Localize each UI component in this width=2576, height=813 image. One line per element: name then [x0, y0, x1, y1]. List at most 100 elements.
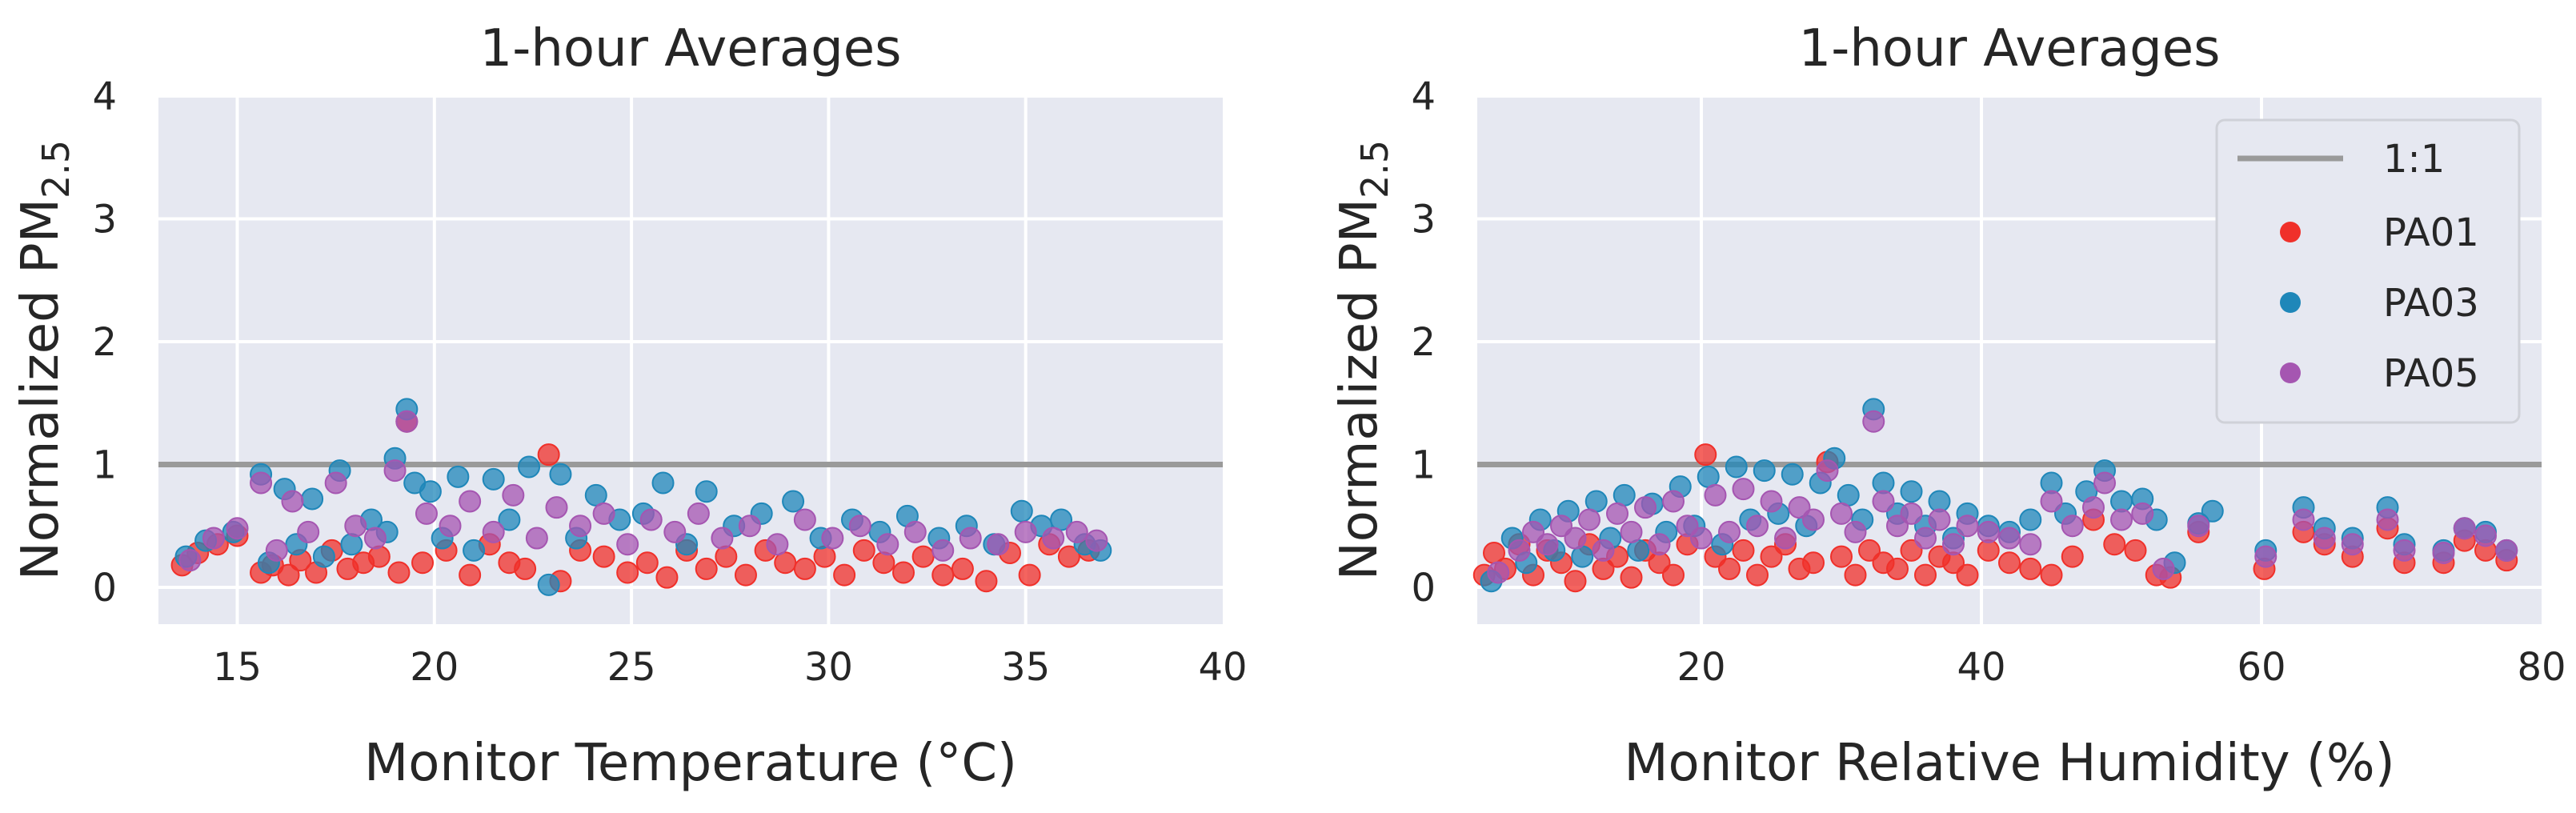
data-point-pa05 [1802, 508, 1825, 531]
scatter-points [1472, 398, 2518, 593]
data-point-pa01 [616, 561, 639, 584]
data-point-pa03 [482, 467, 505, 491]
data-point-pa05 [1914, 527, 1937, 550]
y-axis-label-main: Normalized PM [11, 198, 70, 580]
scatter-points [170, 398, 1112, 596]
data-point-pa01 [1858, 539, 1881, 562]
x-tick-label: 40 [1957, 645, 2005, 690]
data-point-pa01 [367, 545, 391, 568]
y-axis-label: Normalized PM2.5 [11, 140, 78, 580]
data-point-pa05 [1830, 502, 1853, 525]
data-point-pa05 [265, 539, 288, 562]
data-point-pa05 [1564, 527, 1587, 550]
y-tick-label: 3 [92, 197, 117, 242]
data-point-pa05 [1578, 508, 1600, 531]
data-point-pa05 [459, 490, 482, 513]
y-axis-label-subscript: 2.5 [1353, 140, 1396, 198]
data-point-pa03 [537, 573, 560, 596]
data-point-pa05 [2254, 545, 2278, 568]
data-point-pa05 [2292, 508, 2315, 531]
y-tick-label: 4 [1411, 74, 1436, 119]
x-tick-label: 35 [1001, 645, 1050, 690]
data-point-pa05 [1788, 496, 1811, 519]
data-point-pa01 [1956, 563, 1979, 587]
data-point-pa05 [2393, 539, 2416, 562]
data-point-pa05 [1718, 520, 1741, 543]
data-point-pa05 [987, 533, 1010, 556]
data-point-pa05 [1606, 502, 1629, 525]
data-point-pa03 [695, 480, 718, 503]
data-point-pa05 [2082, 496, 2105, 519]
x-tick-labels: 20 40 60 80 [1677, 645, 2566, 690]
data-point-pa01 [1732, 539, 1755, 562]
data-point-pa01 [793, 557, 816, 580]
data-point-pa05 [1662, 490, 1685, 513]
x-tick-label: 40 [1198, 645, 1247, 690]
data-point-pa03 [312, 545, 335, 568]
data-point-pa01 [537, 443, 560, 467]
x-tick-labels: 15 20 25 30 35 40 [213, 645, 1248, 690]
legend-label-pa03: PA03 [2383, 281, 2479, 326]
data-point-pa05 [2453, 517, 2476, 540]
data-point-pa05 [1065, 520, 1088, 543]
data-point-pa05 [482, 520, 505, 543]
data-point-pa01 [911, 545, 935, 568]
data-point-pa05 [2019, 533, 2042, 556]
legend-marker-pa03 [2280, 292, 2301, 313]
legend: 1:1 PA01 PA03 PA05 [2215, 118, 2521, 424]
data-point-pa05 [2376, 508, 2399, 531]
data-point-pa05 [1042, 527, 1065, 550]
data-point-pa03 [340, 533, 363, 556]
data-point-pa01 [635, 551, 659, 575]
data-point-pa05 [1928, 508, 1951, 531]
data-point-pa05 [1862, 410, 1885, 433]
data-point-pa01 [514, 557, 537, 580]
chart-title: 1-hour Averages [480, 19, 902, 78]
data-point-pa05 [2474, 524, 2497, 547]
data-point-pa01 [1998, 551, 2021, 575]
data-point-pa05 [2131, 502, 2154, 525]
data-point-pa05 [2110, 508, 2133, 531]
data-point-pa05 [1648, 533, 1671, 556]
data-point-pa01 [1564, 570, 1587, 593]
data-point-pa03 [1753, 459, 1776, 483]
data-point-pa05 [2495, 539, 2518, 562]
data-point-pa03 [782, 490, 805, 513]
data-point-pa05 [344, 515, 367, 538]
legend-marker-pa05 [2280, 362, 2301, 383]
data-point-pa01 [734, 563, 757, 587]
data-point-pa05 [1676, 515, 1699, 538]
x-tick-label: 20 [1677, 645, 1725, 690]
data-point-pa01 [931, 563, 955, 587]
data-point-pa01 [655, 566, 679, 589]
data-point-pa05 [931, 539, 955, 562]
data-point-pa01 [892, 561, 915, 584]
data-point-pa03 [463, 539, 486, 562]
data-point-pa01 [951, 557, 974, 580]
data-point-pa05 [202, 527, 225, 550]
data-point-pa05 [1634, 496, 1657, 519]
legend-label-pa05: PA05 [2383, 351, 2479, 396]
data-point-pa05 [766, 533, 789, 556]
data-point-pa05 [1774, 527, 1797, 550]
data-point-pa03 [1050, 508, 1073, 531]
y-tick-labels: 0 1 2 3 4 [1411, 74, 1436, 611]
data-point-pa05 [1900, 502, 1923, 525]
x-tick-label: 80 [2517, 645, 2566, 690]
data-point-pa05 [959, 527, 982, 550]
data-point-pa03 [2201, 499, 2224, 523]
data-point-pa01 [2040, 563, 2063, 587]
data-point-pa05 [2313, 527, 2336, 550]
data-point-pa03 [301, 487, 324, 511]
data-point-pa05 [903, 520, 927, 543]
y-tick-label: 1 [1411, 443, 1436, 487]
y-tick-label: 0 [92, 566, 117, 611]
data-point-pa05 [415, 502, 438, 525]
data-point-pa01 [975, 570, 998, 593]
data-point-pa05 [1746, 515, 1769, 538]
data-point-pa05 [1844, 520, 1867, 543]
data-point-pa03 [447, 465, 470, 488]
data-point-pa05 [876, 533, 899, 556]
